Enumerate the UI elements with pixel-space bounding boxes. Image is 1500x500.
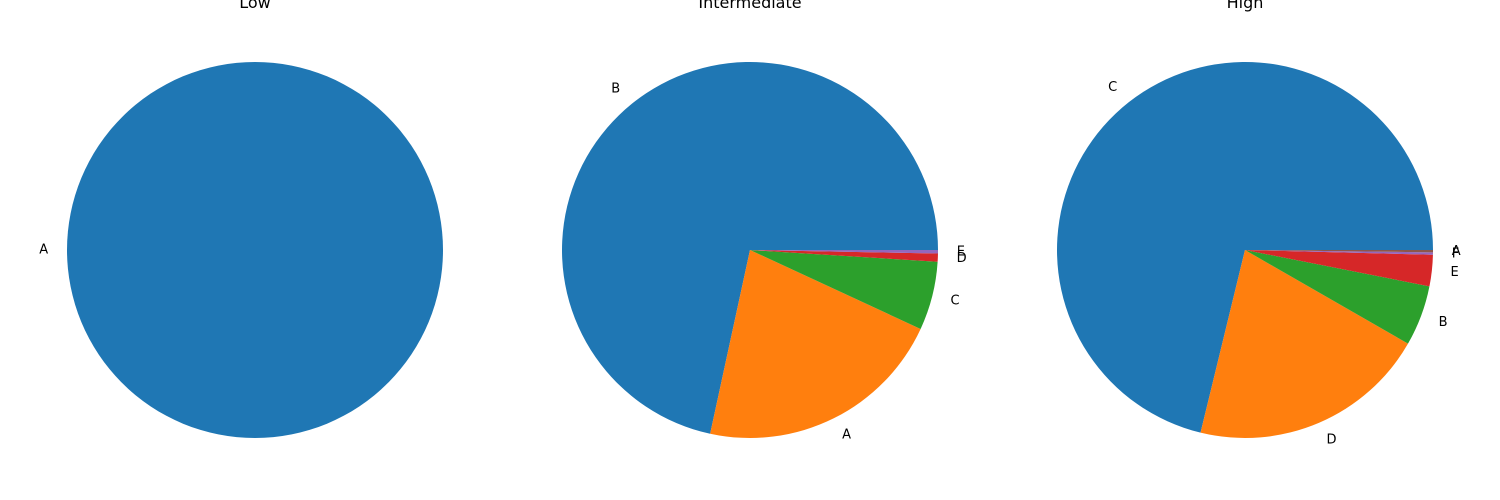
pie-slice-d: [750, 250, 938, 262]
pie-chart-low: A Low: [39, 0, 443, 438]
pie-slice-d: [1200, 250, 1409, 438]
slice-label-e: E: [1451, 265, 1459, 280]
pie-slice-f: [1245, 250, 1433, 255]
pie-slice-a: [710, 250, 921, 438]
slice-label-e: E: [957, 244, 965, 259]
slice-label-a: A: [842, 428, 851, 443]
pie-title-low: Low: [239, 0, 271, 12]
pie-slice-b: [1245, 250, 1430, 344]
slice-label-d: D: [1327, 433, 1337, 448]
pie-slice-e: [750, 250, 938, 254]
slice-label-a: A: [39, 243, 48, 258]
pie-slice-c: [1057, 62, 1433, 433]
slice-label-b: B: [1439, 315, 1448, 330]
pie-chart-intermediate: B A C DE Intermediate: [562, 0, 967, 443]
pie-slice-e: [1245, 250, 1433, 287]
pie-slice-c: [750, 250, 938, 329]
pie-slice-b: [562, 61, 938, 434]
slice-label-a: A: [1452, 244, 1461, 259]
pie-slice-a: [67, 62, 443, 438]
slice-label-d: D: [957, 251, 967, 266]
slice-label-f: F: [1452, 246, 1459, 261]
slice-label-c: C: [1108, 80, 1117, 95]
pie-title-intermediate: Intermediate: [698, 0, 801, 12]
pie-chart-high: C D B EFA High: [1057, 0, 1461, 448]
slice-label-b: B: [611, 82, 620, 97]
pie-slice-a: [1245, 250, 1433, 253]
pie-title-high: High: [1227, 0, 1264, 12]
slice-label-c: C: [950, 293, 959, 308]
